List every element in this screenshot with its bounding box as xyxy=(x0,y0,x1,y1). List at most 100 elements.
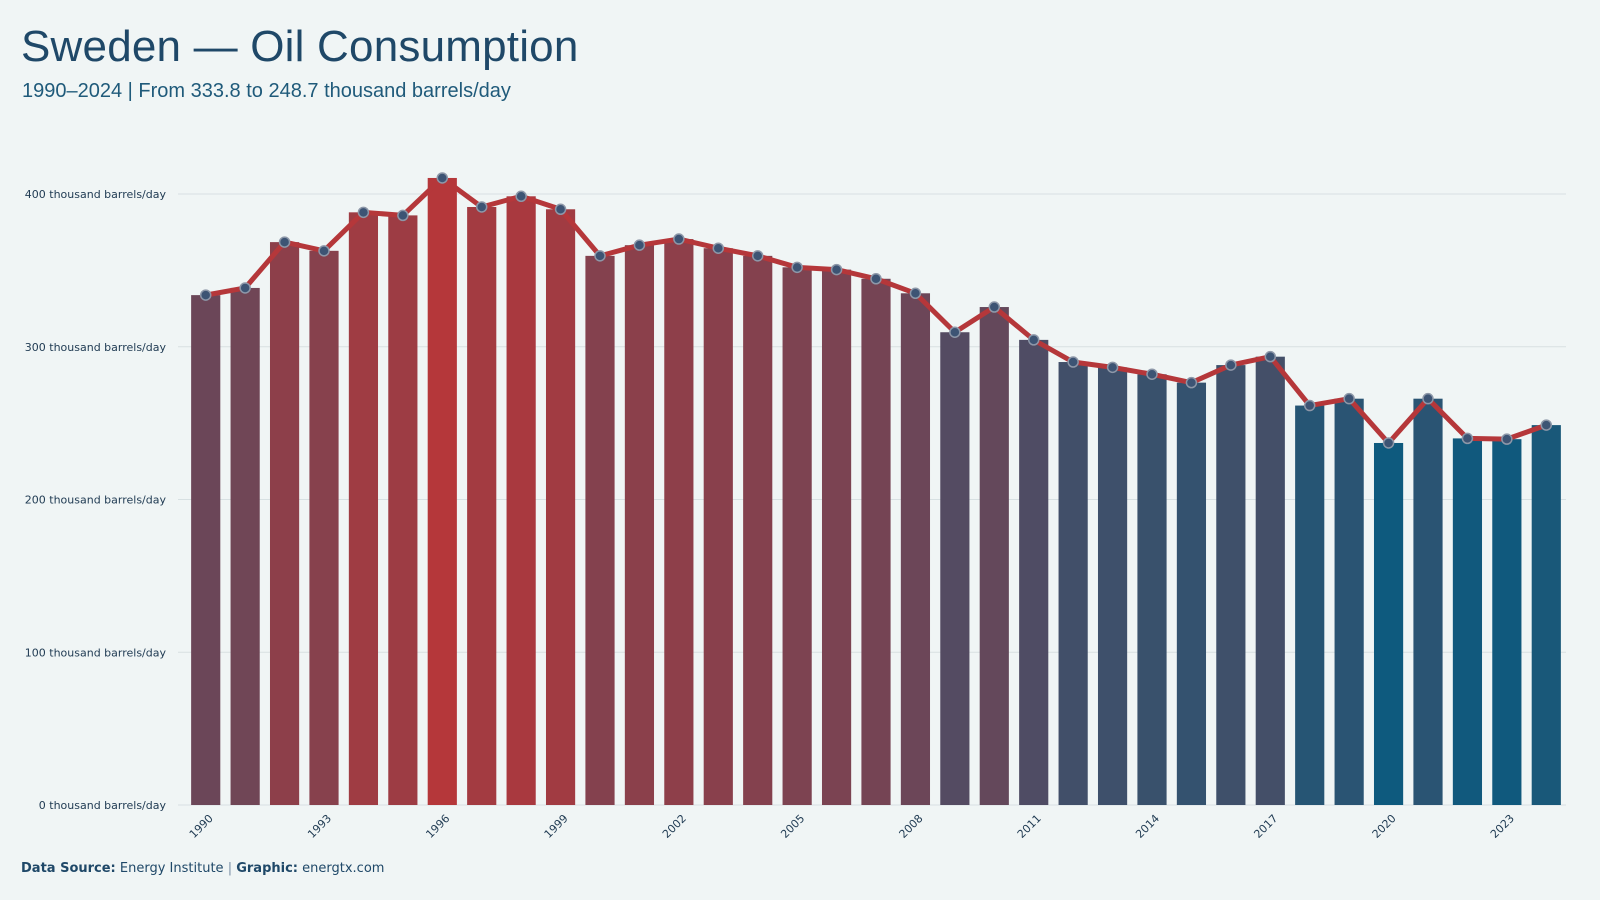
x-tick-label: 2008 xyxy=(897,812,926,841)
bar xyxy=(861,278,891,805)
x-tick-label: 1999 xyxy=(542,812,571,841)
data-point xyxy=(1146,368,1158,380)
data-point xyxy=(515,190,527,203)
bar xyxy=(1176,382,1207,805)
bar xyxy=(388,215,418,805)
data-point xyxy=(1027,334,1040,346)
bar xyxy=(1019,339,1049,805)
bar xyxy=(506,196,536,805)
footer: Data Source: Energy Institute | Graphic:… xyxy=(21,861,384,876)
data-point xyxy=(1106,361,1119,374)
data-point xyxy=(554,203,567,216)
bar xyxy=(348,212,379,805)
data-point xyxy=(1422,392,1434,405)
data-point xyxy=(1461,432,1474,445)
bar xyxy=(1097,367,1128,805)
x-tick-label: 2011 xyxy=(1015,812,1044,841)
bar xyxy=(1058,362,1088,805)
bar xyxy=(545,209,576,805)
chart-subtitle: 1990–2024 | From 333.8 to 248.7 thousand… xyxy=(22,80,511,102)
bar xyxy=(900,293,931,805)
data-point xyxy=(1501,433,1513,445)
x-tick-label: 1996 xyxy=(423,812,452,841)
data-point xyxy=(791,261,803,274)
bar xyxy=(743,255,773,805)
data-point xyxy=(1067,356,1079,368)
x-tick-label: 2017 xyxy=(1251,812,1280,841)
data-point xyxy=(870,273,882,285)
data-point xyxy=(278,236,291,248)
source-label: Data Source: xyxy=(21,861,116,876)
data-point xyxy=(988,301,1001,313)
bar xyxy=(821,269,852,806)
bar xyxy=(269,242,300,805)
data-point xyxy=(594,250,606,262)
source-value: Energy Institute xyxy=(119,861,224,876)
data-point xyxy=(1382,437,1395,449)
y-tick-label: 0 thousand barrels/day xyxy=(39,799,167,812)
bar xyxy=(664,239,694,805)
data-point xyxy=(1185,376,1198,389)
x-tick-label: 1990 xyxy=(187,812,216,841)
x-axis-tick-labels: 1990 1993 1996 1999 2002 2005 2008 2011 2014 2017… xyxy=(187,812,1517,841)
y-tick-label: 400 thousand barrels/day xyxy=(25,188,167,201)
data-point xyxy=(1303,399,1316,412)
bar xyxy=(782,267,812,805)
data-point xyxy=(830,263,843,276)
data-point xyxy=(436,172,449,184)
bar xyxy=(191,295,221,805)
x-tick-label: 2002 xyxy=(660,812,689,841)
bar xyxy=(1373,442,1404,805)
graphic-label: Graphic: xyxy=(236,861,298,876)
y-tick-label: 300 thousand barrels/day xyxy=(25,341,167,354)
bar xyxy=(427,177,457,805)
y-tick-label: 100 thousand barrels/day xyxy=(25,646,167,659)
x-tick-label: 1993 xyxy=(305,812,334,841)
data-point xyxy=(1264,350,1277,363)
data-point xyxy=(712,242,725,254)
data-point xyxy=(751,250,764,262)
data-point xyxy=(397,209,409,222)
bar xyxy=(1531,425,1561,805)
bar xyxy=(1216,365,1246,805)
bar xyxy=(1295,405,1325,805)
markers xyxy=(199,172,1553,449)
bar xyxy=(703,248,733,805)
data-point xyxy=(199,289,212,301)
bar xyxy=(585,255,615,805)
y-axis-tick-labels: 0 thousand barrels/day 100 thousand barre… xyxy=(25,188,167,812)
footer-separator: | xyxy=(227,861,233,876)
bar xyxy=(624,245,655,805)
x-tick-label: 2020 xyxy=(1370,812,1399,841)
bars xyxy=(191,177,1561,806)
bar xyxy=(1413,398,1443,805)
data-point xyxy=(1343,392,1355,405)
bar xyxy=(1255,356,1285,805)
bar xyxy=(940,332,970,805)
bar xyxy=(1334,398,1364,805)
data-point xyxy=(1225,359,1237,371)
chart-title: Sweden — Oil Consumption xyxy=(21,22,579,71)
x-tick-label: 2023 xyxy=(1488,812,1517,841)
bar xyxy=(230,287,260,805)
data-point xyxy=(673,233,685,245)
bar xyxy=(1492,439,1522,805)
graphic-value: energtx.com xyxy=(302,861,385,876)
data-point xyxy=(633,239,646,251)
data-point xyxy=(909,287,922,300)
data-point xyxy=(475,201,488,213)
bar xyxy=(1452,438,1483,805)
data-point xyxy=(318,245,330,257)
bar xyxy=(1137,374,1167,805)
y-tick-label: 200 thousand barrels/day xyxy=(25,494,167,507)
data-point xyxy=(357,206,370,219)
x-tick-label: 2005 xyxy=(778,812,807,841)
data-point xyxy=(239,282,251,294)
data-point xyxy=(1540,419,1553,431)
data-point xyxy=(949,326,961,338)
x-tick-label: 2014 xyxy=(1133,812,1162,841)
bar xyxy=(309,250,339,805)
bar xyxy=(467,206,497,805)
bar xyxy=(979,307,1009,805)
